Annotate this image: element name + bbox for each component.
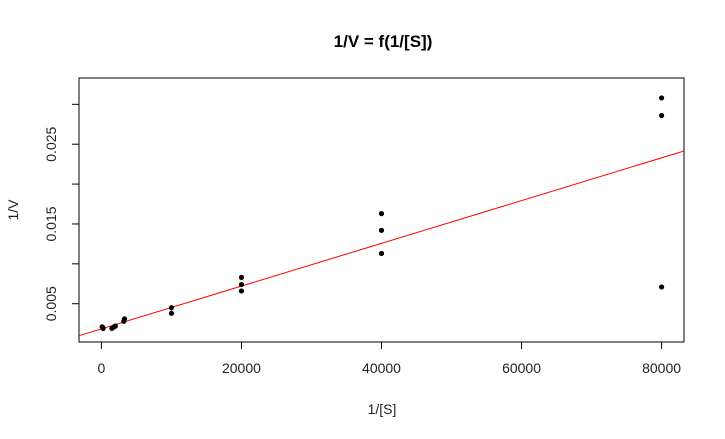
chart-title: 1/V = f(1/[S]) xyxy=(334,32,433,51)
plot-frame xyxy=(78,77,685,343)
y-tick-label: 0.015 xyxy=(43,206,59,241)
data-point xyxy=(112,323,119,329)
x-axis-label: 1/[S] xyxy=(368,401,397,417)
x-tick-label: 80000 xyxy=(642,360,681,376)
fit-line-layer xyxy=(78,150,685,337)
data-point xyxy=(378,210,385,217)
data-point xyxy=(121,316,128,322)
data-point xyxy=(658,95,665,101)
y-axis-label: 1/V xyxy=(5,199,21,221)
data-point xyxy=(238,281,245,288)
data-point xyxy=(100,325,106,332)
data-point xyxy=(378,227,385,233)
data-point xyxy=(378,250,385,257)
data-point xyxy=(168,310,175,316)
data-points-layer xyxy=(99,95,665,332)
x-tick-label: 60000 xyxy=(502,360,541,376)
data-point xyxy=(658,112,665,119)
y-axis: 0.005 0.015 0.025 xyxy=(43,103,80,321)
y-tick-label: 0.005 xyxy=(43,286,59,321)
x-tick-label: 0 xyxy=(98,360,106,376)
data-point xyxy=(168,305,175,311)
x-tick-label: 20000 xyxy=(222,360,261,376)
y-tick-label: 0.025 xyxy=(43,126,59,161)
x-tick-label: 40000 xyxy=(362,360,401,376)
data-point xyxy=(238,274,245,280)
regression-line xyxy=(78,150,685,337)
data-point xyxy=(658,284,665,290)
x-axis: 0 20000 40000 60000 80000 xyxy=(98,341,681,376)
data-point xyxy=(238,288,245,294)
